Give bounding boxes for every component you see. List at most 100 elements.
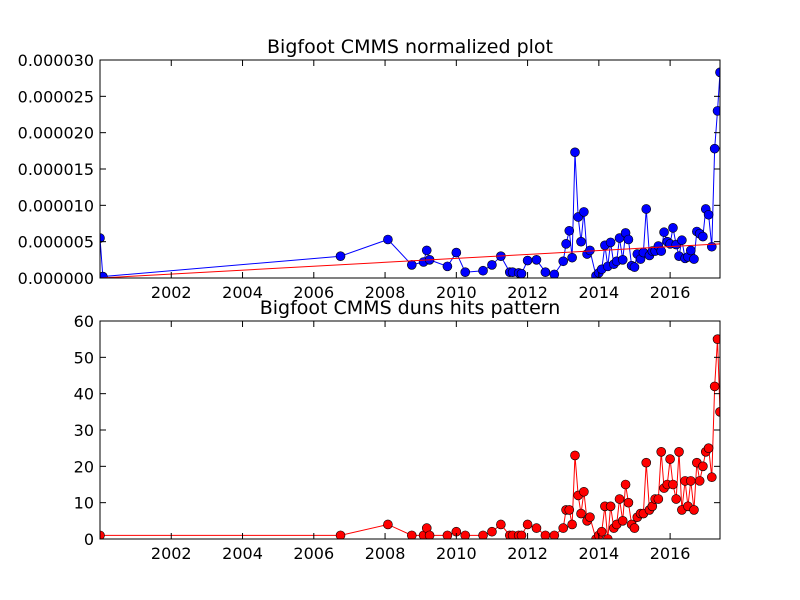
x-tick-label: 2006 [293, 544, 334, 563]
data-point [531, 255, 542, 265]
data-point [671, 494, 681, 504]
chart-title: Bigfoot CMMS normalized plot [267, 36, 553, 58]
data-point [335, 530, 346, 539]
data-point [596, 526, 607, 537]
data-point [460, 530, 471, 539]
data-point [561, 239, 571, 249]
data-point [694, 476, 705, 486]
data-point [623, 497, 634, 508]
data-point [689, 254, 699, 264]
data-point [620, 479, 631, 490]
data-point [100, 271, 108, 278]
y-tick-label: 0.000005 [18, 233, 94, 252]
data-point [564, 225, 575, 236]
chart-duns-hits: Bigfoot CMMS duns hits pattern 2002 2004 2… [74, 297, 721, 563]
chart-title: Bigfoot CMMS duns hits pattern [260, 297, 561, 319]
x-tick-label: 2012 [507, 544, 548, 563]
data-point [576, 508, 586, 519]
data-point [522, 519, 533, 530]
data-point [487, 260, 497, 270]
x-tick-label: 2012 [507, 283, 548, 302]
data-point [570, 450, 580, 461]
data-point [653, 494, 664, 504]
x-tick-label: 2016 [650, 283, 691, 302]
data-point [442, 530, 453, 539]
x-tick-label: 2004 [222, 544, 263, 563]
data-point [668, 479, 678, 490]
data-point [567, 519, 577, 530]
data-point [715, 407, 720, 417]
axis-ticks: 2002 2004 2006 2008 2010 2012 2014 2016 0.000000… [18, 51, 720, 302]
data-point [487, 526, 497, 537]
data-point [623, 234, 634, 245]
data-point [460, 267, 471, 277]
data-point [605, 501, 616, 512]
x-tick-label: 2002 [151, 544, 192, 563]
data-point [100, 530, 105, 539]
data-point [712, 334, 720, 344]
data-point [549, 269, 560, 278]
data-point [451, 247, 462, 258]
y-tick-label: 0.000020 [18, 124, 94, 143]
y-tick-label: 0.000010 [18, 196, 94, 215]
axis-ticks: 2002 2004 2006 2008 2010 2012 2014 2016 0 10 20 30 4… [74, 312, 720, 563]
data-point [668, 223, 678, 233]
x-tick-label: 2014 [578, 544, 619, 563]
data-point [629, 262, 640, 272]
data-point [677, 235, 687, 246]
data-point [709, 143, 720, 154]
chart-normalized: Bigfoot CMMS normalized plot 2002 2004 200… [18, 36, 721, 302]
data-point [665, 454, 675, 464]
data-point [558, 523, 569, 533]
data-point [478, 530, 488, 539]
y-tick-label: 0.000030 [18, 51, 94, 70]
data-point [585, 512, 595, 522]
data-point [698, 231, 708, 242]
data-point [656, 246, 667, 256]
x-tick-label: 2002 [151, 283, 192, 302]
data-point [706, 472, 717, 483]
data-point [522, 255, 533, 266]
y-tick-label: 20 [74, 457, 94, 476]
y-tick-label: 50 [74, 348, 94, 367]
data-point [641, 457, 652, 468]
data-point [715, 67, 720, 78]
y-tick-label: 30 [74, 421, 94, 440]
data-point [558, 256, 569, 267]
y-tick-label: 0 [84, 530, 94, 549]
data-point [549, 530, 560, 539]
y-tick-label: 10 [74, 494, 94, 513]
data-point [629, 523, 640, 533]
data-point [421, 245, 432, 256]
data-point [617, 516, 628, 526]
x-tick-label: 2004 [222, 283, 263, 302]
data-point [406, 530, 417, 539]
data-point [406, 260, 417, 270]
x-tick-label: 2014 [578, 283, 619, 302]
y-tick-label: 0.000025 [18, 87, 94, 106]
data-point [540, 267, 551, 277]
data-point [442, 261, 453, 272]
plot-area [100, 334, 720, 539]
data-point [564, 505, 575, 515]
data-point [602, 534, 613, 539]
x-tick-label: 2006 [293, 283, 334, 302]
data-point [531, 523, 542, 533]
data-point [100, 233, 105, 243]
y-tick-label: 40 [74, 385, 94, 404]
trend-line [100, 243, 720, 278]
data-point [478, 265, 488, 276]
data-point [383, 519, 393, 530]
data-point [567, 252, 577, 263]
y-tick-label: 0.000015 [18, 160, 94, 179]
data-point [689, 505, 699, 515]
data-point [706, 241, 717, 252]
data-point [424, 530, 435, 539]
data-point [617, 255, 628, 265]
data-point [516, 268, 527, 278]
data-point [614, 494, 625, 504]
plot-area [100, 67, 720, 278]
data-point [685, 245, 696, 256]
data-point [659, 227, 669, 238]
